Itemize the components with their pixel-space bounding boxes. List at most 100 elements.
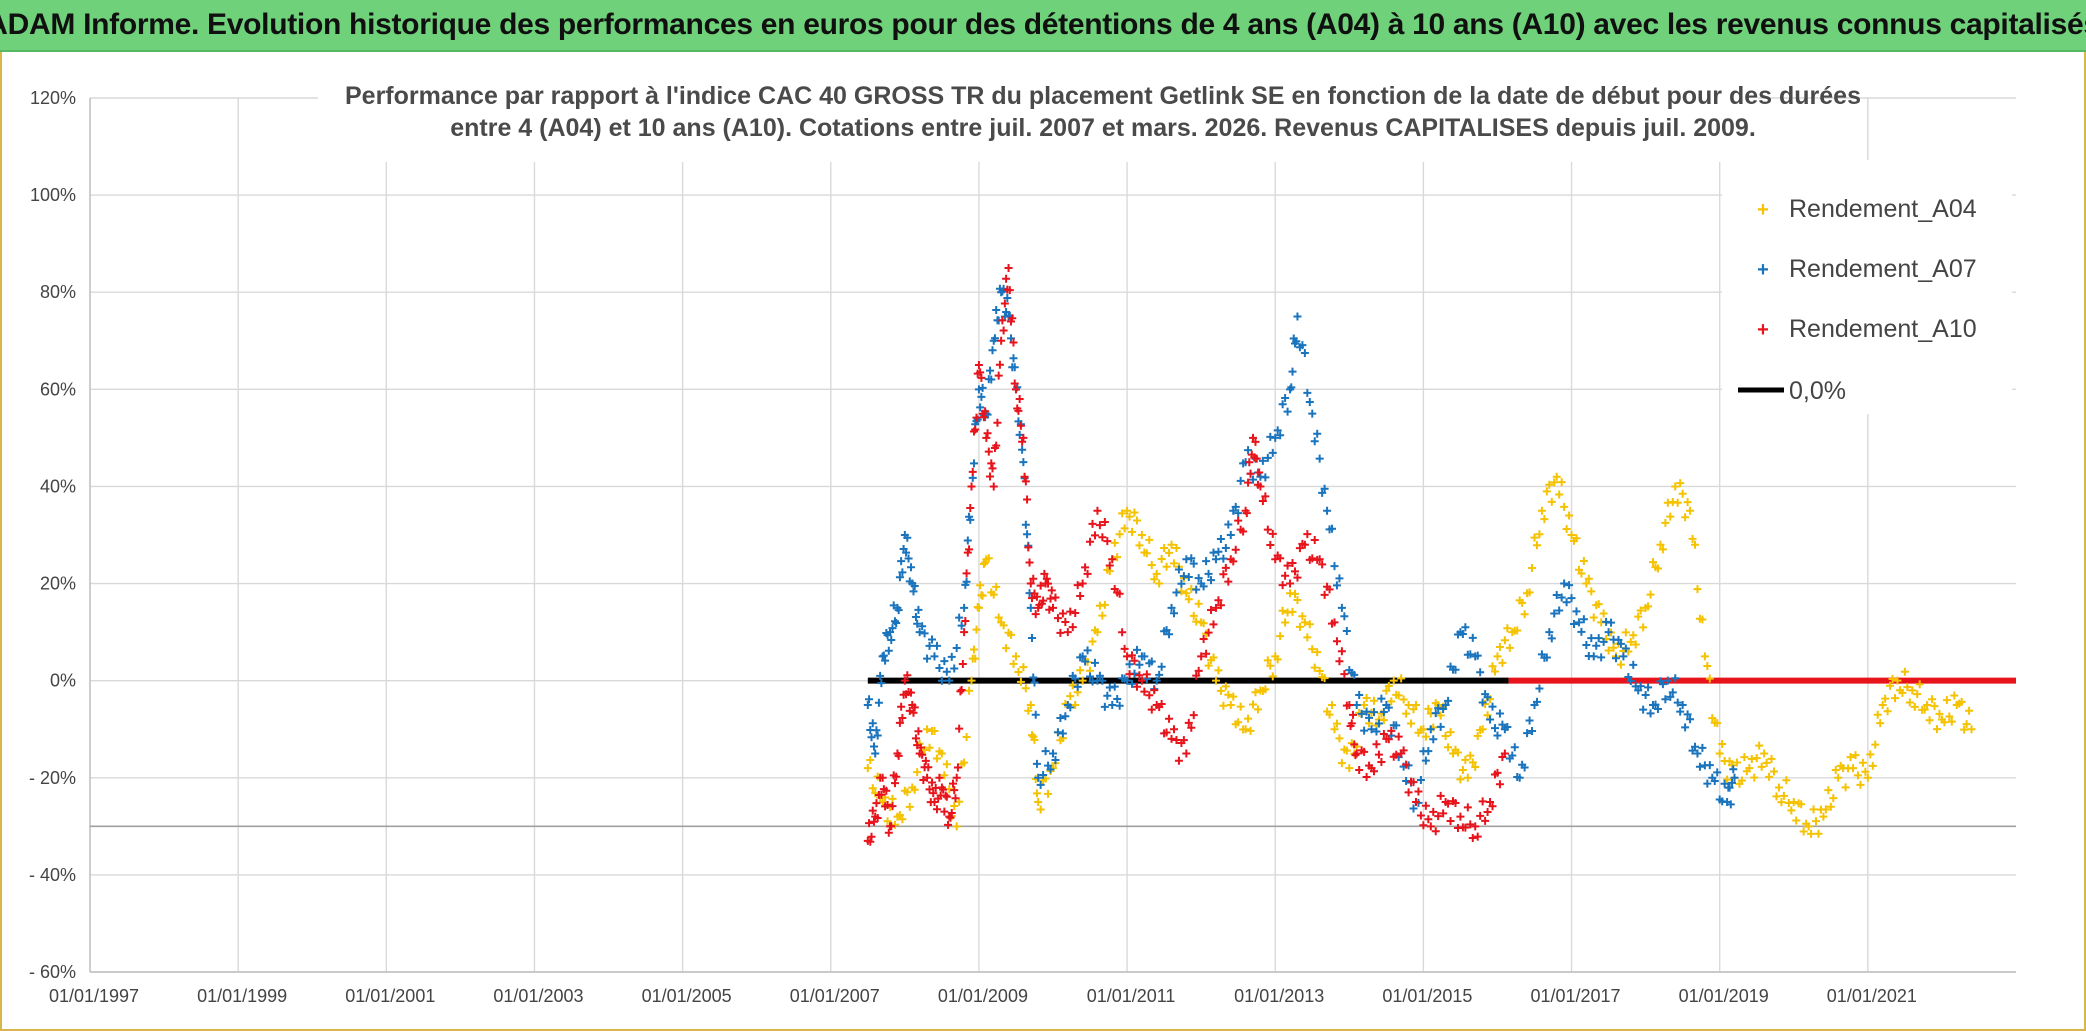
point-rendement-a10 <box>992 441 1001 450</box>
point-rendement-a07 <box>907 563 916 572</box>
y-tick-label: 120% <box>30 88 76 108</box>
point-rendement-a10 <box>1174 756 1183 765</box>
point-rendement-a04 <box>1673 498 1682 507</box>
point-rendement-a04 <box>1330 725 1339 734</box>
point-rendement-a07 <box>1374 719 1383 728</box>
point-rendement-a04 <box>1011 652 1020 661</box>
point-rendement-a10 <box>952 773 961 782</box>
point-rendement-a10 <box>941 791 950 800</box>
point-rendement-a04 <box>1315 666 1324 675</box>
point-rendement-a04 <box>1903 683 1912 692</box>
point-rendement-a07 <box>1029 673 1038 682</box>
point-rendement-a10 <box>884 828 893 837</box>
x-tick-label: 01/01/2005 <box>642 986 732 1006</box>
point-rendement-a10 <box>1493 768 1502 777</box>
point-rendement-a04 <box>1115 530 1124 539</box>
point-rendement-a07 <box>1155 670 1164 679</box>
point-rendement-a10 <box>1049 603 1057 612</box>
point-rendement-a10 <box>1295 544 1304 553</box>
point-rendement-a04 <box>1456 775 1465 784</box>
point-rendement-a04 <box>1132 516 1141 525</box>
point-rendement-a04 <box>1770 767 1779 776</box>
point-rendement-a07 <box>1666 692 1675 701</box>
point-rendement-a07 <box>1061 712 1070 721</box>
point-rendement-a07 <box>1611 654 1620 663</box>
point-rendement-a10 <box>1105 561 1114 570</box>
point-rendement-a07 <box>1019 458 1028 467</box>
point-rendement-a04 <box>1009 659 1018 668</box>
point-rendement-a04 <box>1616 660 1625 669</box>
point-rendement-a10 <box>1411 798 1420 807</box>
point-rendement-a04 <box>1313 648 1322 657</box>
point-rendement-a07 <box>1729 765 1738 774</box>
point-rendement-a10 <box>897 702 906 711</box>
point-rendement-a07 <box>1135 660 1144 669</box>
point-rendement-a04 <box>1861 767 1870 776</box>
point-rendement-a10 <box>1051 593 1060 602</box>
point-rendement-a10 <box>883 801 892 810</box>
point-rendement-a04 <box>1157 555 1166 564</box>
point-rendement-a04 <box>888 794 897 803</box>
point-rendement-a07 <box>1555 606 1564 615</box>
point-rendement-a10 <box>1335 657 1344 666</box>
point-rendement-a07 <box>1429 735 1438 744</box>
point-rendement-a07 <box>1409 804 1418 813</box>
point-rendement-a07 <box>1493 731 1502 740</box>
point-rendement-a04 <box>1498 658 1507 667</box>
point-rendement-a04 <box>1044 789 1053 798</box>
point-rendement-a04 <box>1831 765 1840 774</box>
point-rendement-a04 <box>1142 549 1151 558</box>
point-rendement-a07 <box>1292 337 1301 346</box>
point-rendement-a04 <box>1957 697 1966 706</box>
point-rendement-a10 <box>1384 735 1393 744</box>
point-rendement-a10 <box>1142 670 1151 679</box>
point-rendement-a10 <box>1416 811 1425 820</box>
point-rendement-a10 <box>923 773 932 782</box>
point-rendement-a07 <box>1098 676 1107 685</box>
point-rendement-a04 <box>1535 530 1544 539</box>
point-rendement-a10 <box>981 407 990 416</box>
point-rendement-a04 <box>1579 556 1588 565</box>
point-rendement-a10 <box>1209 620 1218 629</box>
point-rendement-a04 <box>967 676 976 685</box>
point-rendement-a04 <box>1873 710 1882 719</box>
point-rendement-a10 <box>1005 286 1014 295</box>
point-rendement-a07 <box>1320 484 1329 493</box>
point-rendement-a04 <box>1071 701 1080 710</box>
point-rendement-a04 <box>1461 755 1470 764</box>
point-rendement-a10 <box>1137 676 1146 685</box>
point-rendement-a10 <box>1221 563 1230 572</box>
point-rendement-a07 <box>1340 612 1349 621</box>
point-rendement-a07 <box>1520 763 1529 772</box>
point-rendement-a10 <box>903 671 912 680</box>
point-rendement-a04 <box>1708 714 1717 723</box>
point-rendement-a07 <box>1468 633 1477 642</box>
point-rendement-a07 <box>881 656 890 665</box>
point-rendement-a10 <box>867 832 876 841</box>
point-rendement-a04 <box>1030 735 1039 744</box>
point-rendement-a04 <box>1488 662 1497 671</box>
point-rendement-a04 <box>1295 622 1304 631</box>
point-rendement-a04 <box>1542 487 1551 496</box>
point-rendement-a10 <box>1204 628 1213 637</box>
point-rendement-a04 <box>1940 718 1949 727</box>
point-rendement-a07 <box>904 554 913 563</box>
point-rendement-a07 <box>863 700 872 709</box>
point-rendement-a10 <box>878 773 887 782</box>
point-rendement-a04 <box>1947 717 1956 726</box>
point-rendement-a10 <box>1468 834 1477 843</box>
point-rendement-a04 <box>1888 674 1897 683</box>
point-rendement-a04 <box>965 686 974 695</box>
point-rendement-a10 <box>1098 533 1107 542</box>
point-rendement-a04 <box>1169 559 1178 568</box>
point-rendement-a07 <box>1673 698 1682 707</box>
point-rendement-a10 <box>1370 767 1378 776</box>
point-rendement-a07 <box>1599 637 1608 646</box>
point-rendement-a07 <box>1577 627 1586 636</box>
point-rendement-a04 <box>1078 676 1087 685</box>
point-rendement-a07 <box>952 644 961 653</box>
point-rendement-a04 <box>1782 776 1791 785</box>
point-rendement-a07 <box>910 582 919 591</box>
point-rendement-a10 <box>962 569 971 578</box>
point-rendement-a04 <box>1550 478 1559 487</box>
